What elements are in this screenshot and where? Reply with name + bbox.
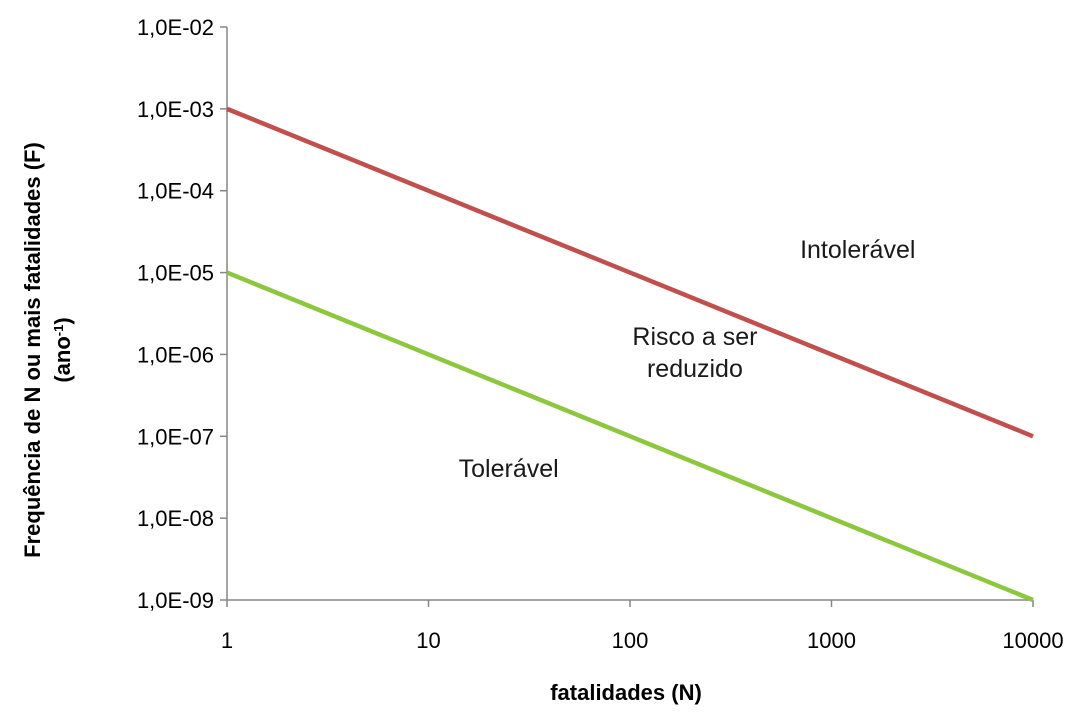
y-axis-title-exponent: -1 <box>51 325 66 337</box>
y-tick-label: 1,0E-02 <box>137 15 214 40</box>
axes <box>220 26 1034 607</box>
y-axis-title-line2: (ano-1) <box>50 317 75 382</box>
y-axis-title-unit: (ano <box>50 336 75 382</box>
tick-labels: 1,0E-02 1,0E-03 1,0E-04 1,0E-05 1,0E-06 1,0E-… <box>137 15 1064 653</box>
y-tick-label: 1,0E-05 <box>137 261 214 286</box>
y-tick-label: 1,0E-09 <box>137 588 214 613</box>
y-tick-label: 1,0E-04 <box>137 179 214 204</box>
region-label: Risco a ser <box>632 323 757 351</box>
x-tick-label: 1000 <box>807 628 856 653</box>
region-labels: Intolerável Risco a ser reduzido Tolerável <box>459 236 916 483</box>
y-axis-title-line1: Frequência de N ou mais fatalidades (F) <box>20 142 45 558</box>
x-axis-title: fatalidades (N) <box>550 680 702 705</box>
y-axis-title: Frequência de N ou mais fatalidades (F) … <box>20 142 75 558</box>
x-tick-label: 100 <box>612 628 649 653</box>
x-tick-label: 10000 <box>1002 628 1063 653</box>
series-line-2 <box>226 270 1034 603</box>
series-line-1 <box>226 106 1034 439</box>
series-lines <box>226 106 1034 603</box>
region-label: Tolerável <box>459 455 559 483</box>
region-label: reduzido <box>647 355 743 383</box>
y-tick-label: 1,0E-07 <box>137 424 214 449</box>
region-label: Intolerável <box>800 236 915 264</box>
x-tick-label: 10 <box>416 628 440 653</box>
x-tick-label: 1 <box>221 628 233 653</box>
y-tick-label: 1,0E-06 <box>137 342 214 367</box>
y-tick-label: 1,0E-03 <box>137 97 214 122</box>
y-tick-label: 1,0E-08 <box>137 506 214 531</box>
y-axis-title-close: ) <box>50 317 75 324</box>
